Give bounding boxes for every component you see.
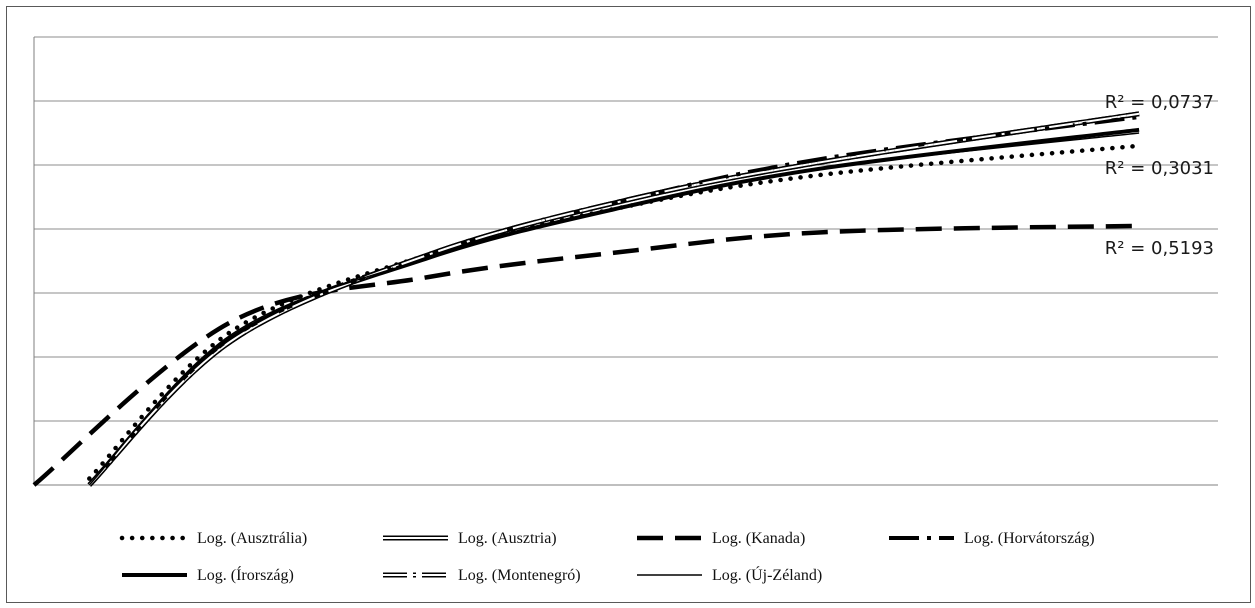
legend-item: Log. (Új-Zéland) [637, 565, 822, 584]
series-stroke [87, 111, 1140, 487]
chart-frame: R² = 0,0737 R² = 0,3031 R² = 0,5193 Log. (… [6, 6, 1251, 603]
series-line-4 [87, 127, 1140, 487]
legend-item: Log. (Horvátország) [889, 530, 1095, 547]
legend-label: Log. (Montenegró) [458, 567, 581, 584]
legend-label: Log. (Ausztrália) [197, 530, 307, 547]
series-line-5 [87, 111, 1140, 487]
legend-item: Log. (Kanada) [637, 530, 805, 547]
r2-annotation: R² = 0,5193 [1105, 238, 1214, 259]
chart-svg: R² = 0,0737 R² = 0,3031 R² = 0,5193 Log. (… [32, 36, 1218, 584]
series-line-2 [32, 223, 1140, 487]
r2-annotation: R² = 0,3031 [1105, 158, 1214, 179]
legend-label: Log. (Horvátország) [964, 530, 1095, 547]
legend-label: Log. (Írország) [197, 565, 294, 584]
series-line-6 [88, 132, 1140, 486]
legend-item: Log. (Írország) [122, 565, 294, 584]
series-stroke [88, 112, 1140, 486]
legend: Log. (Ausztrália) Log. (Ausztria) Log. (Ka… [119, 530, 1095, 584]
legend-item: Log. (Ausztrália) [119, 530, 307, 547]
legend-item: Log. (Ausztria) [383, 530, 557, 547]
series-layer [32, 111, 1142, 487]
series-stroke [88, 132, 1140, 486]
series-stroke [87, 115, 1140, 487]
series-line-3 [87, 115, 1140, 487]
legend-label: Log. (Új-Zéland) [712, 565, 822, 584]
legend-item: Log. (Montenegró) [383, 567, 581, 584]
annotation-layer: R² = 0,0737 R² = 0,3031 R² = 0,5193 [1105, 92, 1214, 259]
legend-label: Log. (Kanada) [712, 530, 805, 547]
gridlines [34, 36, 1218, 422]
series-stroke [87, 111, 1140, 487]
series-stroke [32, 223, 1140, 487]
series-stroke [87, 127, 1140, 487]
r2-annotation: R² = 0,0737 [1105, 92, 1214, 113]
legend-label: Log. (Ausztria) [458, 530, 557, 547]
series-line-1 [87, 111, 1140, 487]
series-stroke [88, 112, 1140, 486]
